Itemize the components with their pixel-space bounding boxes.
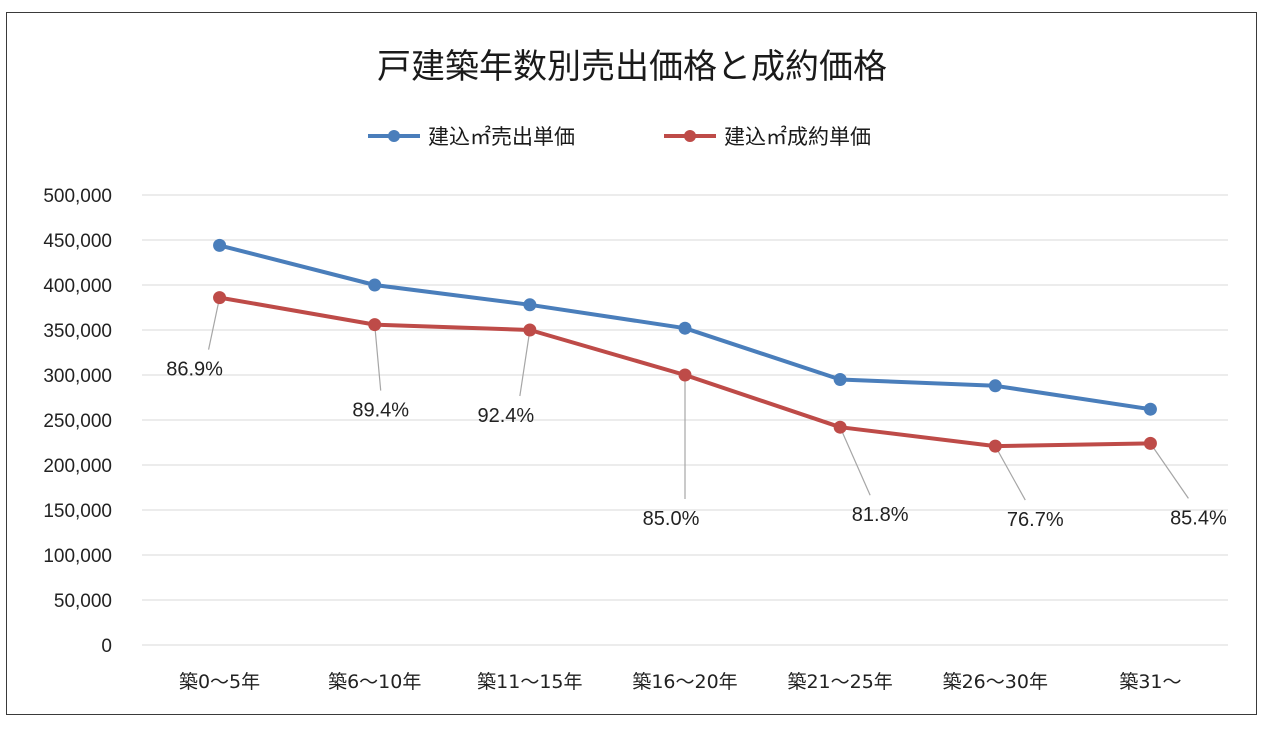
y-tick-label: 500,000 <box>43 186 112 207</box>
x-tick-label: 築11～15年 <box>477 671 582 693</box>
x-axis: 築0～5年 築6～10年 築11～15年 築16～20年 築21～25年 築26～30年 築… <box>179 671 1182 693</box>
x-tick-label: 築26～30年 <box>943 671 1048 693</box>
leader-line <box>519 329 531 397</box>
data-point <box>368 318 382 332</box>
data-point <box>988 439 1002 453</box>
data-point <box>678 368 692 382</box>
legend-label: 建込㎡売出単価 <box>428 125 575 149</box>
data-label: 81.8% <box>852 504 909 526</box>
data-point <box>678 321 692 335</box>
y-tick-label: 200,000 <box>43 456 112 477</box>
data-label: 92.4% <box>477 405 534 427</box>
data-point <box>833 373 847 386</box>
leader-line <box>1149 443 1189 499</box>
leader-line <box>207 297 221 350</box>
y-tick-label: 250,000 <box>43 411 112 432</box>
legend: 建込㎡売出単価 建込㎡成約単価 <box>368 125 871 149</box>
data-point <box>523 323 537 337</box>
label-leader-lines <box>207 297 1189 501</box>
data-point <box>213 238 227 252</box>
data-point <box>833 420 847 434</box>
data-point <box>213 291 227 305</box>
data-labels: 86.9% 89.4% 92.4% 85.0% 81.8% 76.7% 85.4% <box>166 359 1227 531</box>
series-lines <box>213 238 1157 453</box>
y-tick-label: 400,000 <box>43 276 112 297</box>
chart-title: 戸建築年数別売出価格と成約価格 <box>377 47 887 87</box>
x-tick-label: 築16～20年 <box>632 671 737 693</box>
data-label: 85.4% <box>1170 507 1227 529</box>
legend-marker <box>684 130 696 142</box>
y-tick-label: 150,000 <box>43 501 112 522</box>
y-tick-label: 350,000 <box>43 321 112 342</box>
y-tick-label: 50,000 <box>54 591 112 612</box>
x-tick-label: 築21～25年 <box>787 671 892 693</box>
legend-marker <box>388 130 400 142</box>
data-label: 89.4% <box>352 400 409 422</box>
data-label: 86.9% <box>166 359 223 381</box>
y-axis: 0 50,000 100,000 150,000 200,000 250,000 300,0… <box>43 186 112 657</box>
leader-line <box>839 426 871 496</box>
y-tick-label: 300,000 <box>43 366 112 387</box>
data-label: 76.7% <box>1007 509 1064 531</box>
data-point <box>1143 402 1157 416</box>
data-point <box>368 278 382 292</box>
x-tick-label: 築0～5年 <box>179 671 260 693</box>
data-label: 85.0% <box>643 508 700 530</box>
y-tick-label: 0 <box>101 636 112 657</box>
leader-line <box>994 445 1026 501</box>
legend-label: 建込㎡成約単価 <box>724 125 871 149</box>
x-tick-label: 築31～ <box>1119 671 1181 693</box>
data-point <box>523 298 537 312</box>
x-tick-label: 築6～10年 <box>328 671 421 693</box>
y-tick-label: 450,000 <box>43 231 112 252</box>
y-tick-label: 100,000 <box>43 546 112 567</box>
chart-frame <box>6 12 1257 715</box>
data-point <box>1143 436 1157 450</box>
data-point <box>988 379 1002 393</box>
leader-line <box>374 324 382 391</box>
